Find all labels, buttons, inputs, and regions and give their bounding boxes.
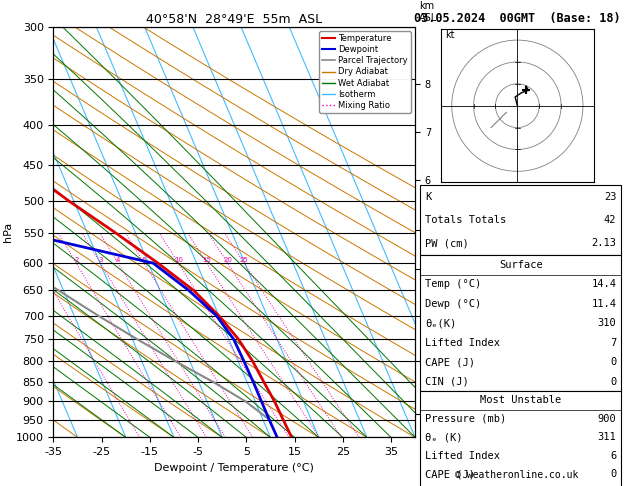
Y-axis label: Mixing Ratio (g/kg): Mixing Ratio (g/kg) (440, 186, 450, 278)
Text: Surface: Surface (499, 260, 543, 270)
Text: 7: 7 (610, 338, 616, 347)
Text: 311: 311 (598, 433, 616, 442)
Text: Lifted Index: Lifted Index (425, 451, 500, 461)
Text: 0: 0 (610, 357, 616, 367)
Text: CIN (J): CIN (J) (425, 377, 469, 386)
Text: Totals Totals: Totals Totals (425, 215, 506, 225)
Text: kt: kt (445, 30, 455, 40)
Text: 15: 15 (203, 257, 211, 263)
Y-axis label: hPa: hPa (3, 222, 13, 242)
Text: CAPE (J): CAPE (J) (425, 357, 475, 367)
Text: 900: 900 (598, 414, 616, 424)
Text: Lifted Index: Lifted Index (425, 338, 500, 347)
Text: 2: 2 (74, 257, 79, 263)
Text: 14.4: 14.4 (591, 279, 616, 289)
Text: 0: 0 (610, 469, 616, 479)
Text: 11.4: 11.4 (591, 299, 616, 309)
Text: K: K (425, 192, 431, 202)
Text: 42: 42 (604, 215, 616, 225)
Text: Temp (°C): Temp (°C) (425, 279, 481, 289)
Text: Most Unstable: Most Unstable (480, 396, 562, 405)
Text: 03.05.2024  00GMT  (Base: 18): 03.05.2024 00GMT (Base: 18) (414, 12, 620, 25)
Text: 10: 10 (174, 257, 183, 263)
Text: 4: 4 (116, 257, 120, 263)
Text: 23: 23 (604, 192, 616, 202)
Text: θₑ(K): θₑ(K) (425, 318, 457, 328)
Text: LCL: LCL (420, 415, 437, 425)
Text: CAPE (J): CAPE (J) (425, 469, 475, 479)
Text: 310: 310 (598, 318, 616, 328)
Text: 6: 6 (610, 451, 616, 461)
Text: Pressure (mb): Pressure (mb) (425, 414, 506, 424)
Text: © weatheronline.co.uk: © weatheronline.co.uk (455, 470, 579, 480)
Text: θₑ (K): θₑ (K) (425, 433, 463, 442)
Text: 6: 6 (142, 257, 147, 263)
Text: 2.13: 2.13 (591, 239, 616, 248)
Text: Dewp (°C): Dewp (°C) (425, 299, 481, 309)
Text: 25: 25 (240, 257, 248, 263)
Text: PW (cm): PW (cm) (425, 239, 469, 248)
Title: 40°58'N  28°49'E  55m  ASL: 40°58'N 28°49'E 55m ASL (146, 13, 323, 26)
X-axis label: Dewpoint / Temperature (°C): Dewpoint / Temperature (°C) (154, 463, 314, 473)
Legend: Temperature, Dewpoint, Parcel Trajectory, Dry Adiabat, Wet Adiabat, Isotherm, Mi: Temperature, Dewpoint, Parcel Trajectory… (319, 31, 411, 113)
Text: 0: 0 (610, 377, 616, 386)
Text: 3: 3 (98, 257, 103, 263)
Text: km
ASL: km ASL (419, 1, 437, 23)
Text: 20: 20 (223, 257, 232, 263)
